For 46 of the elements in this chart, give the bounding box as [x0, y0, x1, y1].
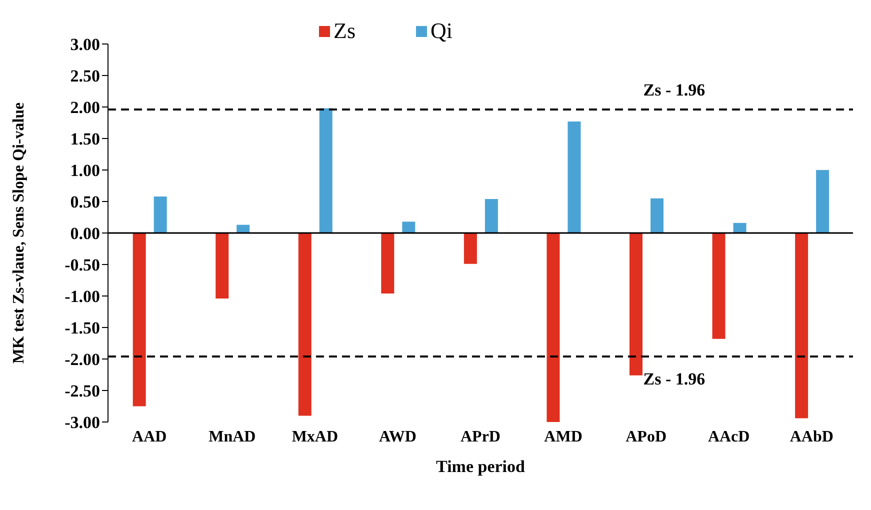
x-tick-label: APoD	[626, 428, 666, 446]
y-tick-label: -3.00	[64, 413, 100, 432]
x-tick-label: AAbD	[790, 428, 834, 446]
y-tick-label: -2.50	[64, 382, 100, 401]
bar	[650, 198, 664, 233]
y-tick-label: -2.00	[64, 350, 100, 370]
bar	[216, 233, 229, 299]
x-tick-label: AWD	[379, 428, 416, 446]
bar	[319, 108, 332, 233]
legend-label: Qi	[430, 18, 452, 44]
legend-label: Zs	[334, 18, 356, 44]
bar	[630, 233, 642, 376]
bar	[154, 196, 167, 233]
y-tick-label: 3.00	[70, 35, 100, 54]
x-tick-label: AMD	[544, 428, 582, 446]
bar	[132, 233, 146, 406]
ref-line-label: Zs - 1.96	[643, 369, 706, 388]
bar	[236, 224, 250, 233]
bar	[298, 233, 312, 416]
bar	[402, 222, 416, 233]
bar	[816, 170, 830, 233]
y-tick-label: -1.00	[64, 287, 100, 306]
x-tick-label: APrD	[460, 428, 500, 446]
bar	[795, 233, 808, 418]
bar	[712, 233, 726, 339]
y-tick-label: 0.50	[70, 192, 100, 212]
y-tick-label: 1.00	[70, 161, 100, 180]
x-tick-label: AAD	[132, 428, 167, 446]
x-tick-label: MxAD	[292, 428, 338, 446]
y-tick-label: 2.00	[70, 98, 100, 118]
x-tick-label: AAcD	[708, 428, 750, 446]
y-tick-label: -1.50	[64, 318, 100, 338]
y-tick-label: 0.00	[70, 224, 100, 244]
bar	[546, 233, 560, 422]
bar	[464, 233, 477, 264]
bar	[568, 121, 581, 233]
ref-line-label: Zs - 1.96	[643, 80, 706, 100]
x-tick-label: MnAD	[208, 428, 256, 446]
y-tick-label: -0.50	[64, 256, 100, 275]
bar	[484, 198, 498, 233]
y-tick-label: 2.50	[70, 66, 100, 86]
bar	[733, 222, 746, 233]
y-axis-title: MK test Zs-vlaue, Sens Slope Qi-value	[10, 102, 28, 364]
y-tick-label: 1.50	[70, 130, 100, 149]
x-axis-title: Time period	[436, 457, 526, 476]
bar	[381, 233, 394, 294]
